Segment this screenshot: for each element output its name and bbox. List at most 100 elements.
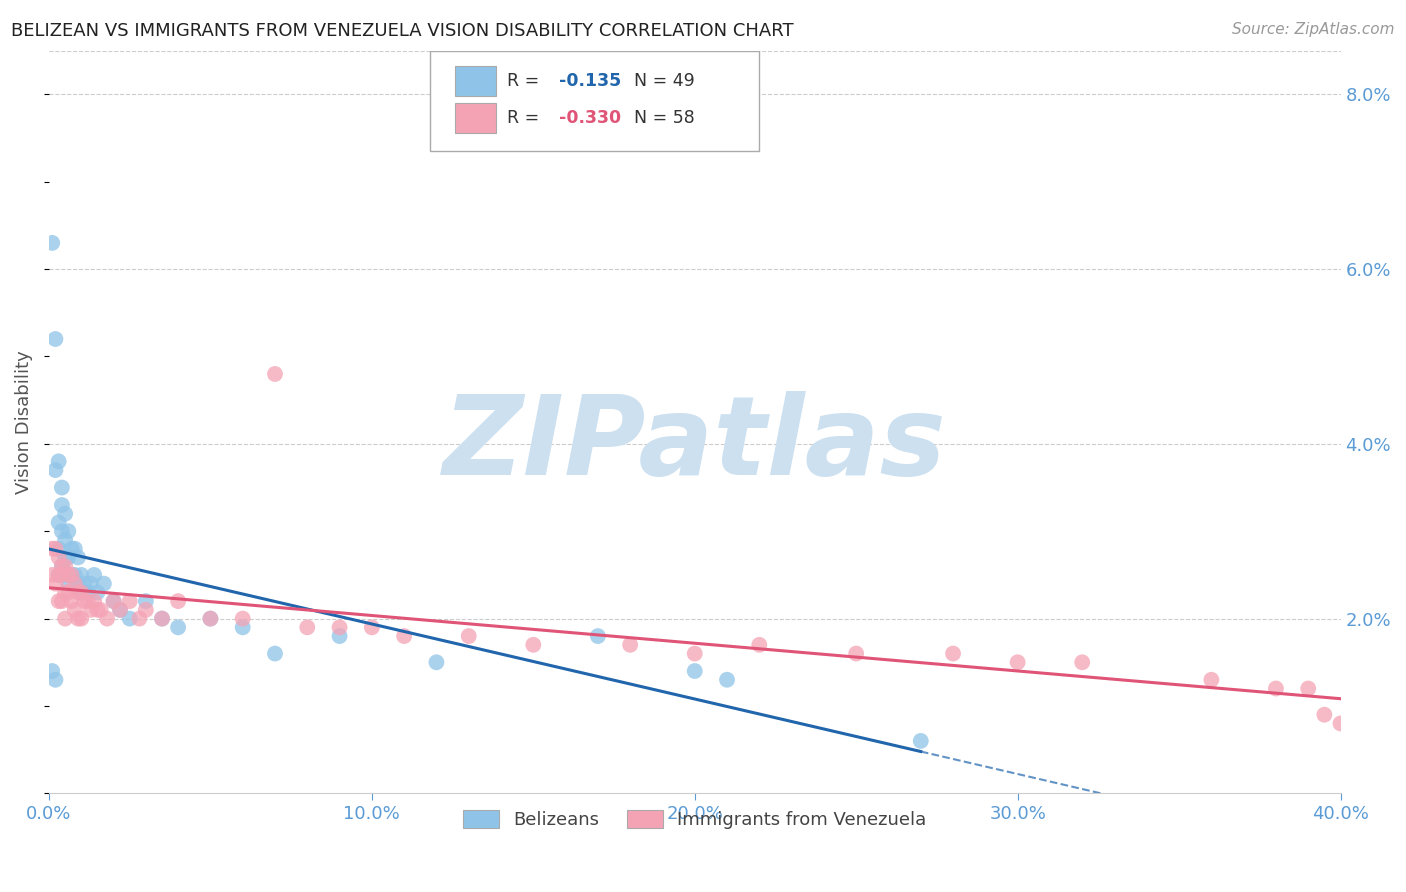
Point	[103, 594, 125, 608]
Point	[48, 454, 70, 468]
Point	[44, 673, 66, 687]
Point	[96, 612, 118, 626]
Point	[53, 612, 76, 626]
Point	[128, 612, 150, 626]
Point	[103, 594, 125, 608]
Point	[66, 550, 89, 565]
Point	[48, 516, 70, 530]
Point	[73, 594, 96, 608]
Point	[232, 620, 254, 634]
Point	[73, 576, 96, 591]
Point	[51, 498, 73, 512]
Point	[264, 367, 287, 381]
Point	[76, 585, 98, 599]
Point	[60, 568, 83, 582]
Point	[51, 559, 73, 574]
Point	[48, 550, 70, 565]
Point	[51, 594, 73, 608]
Point	[329, 620, 352, 634]
Point	[63, 568, 86, 582]
Point	[53, 585, 76, 599]
Point	[70, 612, 93, 626]
Point	[329, 629, 352, 643]
Point	[41, 568, 63, 582]
Point	[1329, 716, 1351, 731]
Y-axis label: Vision Disability: Vision Disability	[15, 351, 32, 494]
Point	[83, 594, 105, 608]
Point	[200, 612, 222, 626]
Point	[44, 576, 66, 591]
Point	[118, 612, 141, 626]
Point	[70, 568, 93, 582]
Point	[63, 541, 86, 556]
FancyBboxPatch shape	[454, 66, 496, 96]
Point	[167, 594, 190, 608]
Text: -0.330: -0.330	[560, 109, 621, 128]
Text: N = 49: N = 49	[634, 72, 695, 90]
Point	[1264, 681, 1286, 696]
Point	[93, 576, 115, 591]
Point	[135, 594, 157, 608]
Point	[53, 568, 76, 582]
Point	[1313, 707, 1336, 722]
Point	[108, 603, 131, 617]
Point	[60, 568, 83, 582]
Point	[70, 585, 93, 599]
FancyBboxPatch shape	[454, 103, 496, 133]
Text: R =: R =	[508, 72, 546, 90]
Point	[48, 568, 70, 582]
Point	[522, 638, 544, 652]
Point	[80, 576, 103, 591]
Text: Source: ZipAtlas.com: Source: ZipAtlas.com	[1232, 22, 1395, 37]
Point	[942, 647, 965, 661]
Point	[63, 603, 86, 617]
Point	[53, 559, 76, 574]
Point	[297, 620, 319, 634]
Point	[44, 463, 66, 477]
Text: N = 58: N = 58	[634, 109, 695, 128]
Point	[58, 550, 80, 565]
Point	[1201, 673, 1223, 687]
Text: R =: R =	[508, 109, 546, 128]
Point	[41, 541, 63, 556]
Point	[425, 655, 447, 669]
Point	[167, 620, 190, 634]
Point	[90, 603, 112, 617]
Text: -0.135: -0.135	[560, 72, 621, 90]
Point	[683, 647, 706, 661]
Point	[60, 594, 83, 608]
Point	[1296, 681, 1319, 696]
Point	[41, 235, 63, 250]
Point	[748, 638, 770, 652]
Point	[86, 603, 108, 617]
Point	[51, 524, 73, 539]
Point	[48, 568, 70, 582]
Point	[44, 332, 66, 346]
Point	[51, 559, 73, 574]
Point	[232, 612, 254, 626]
Point	[60, 541, 83, 556]
Point	[58, 576, 80, 591]
Point	[200, 612, 222, 626]
Point	[1071, 655, 1094, 669]
Point	[716, 673, 738, 687]
Point	[66, 612, 89, 626]
Point	[457, 629, 479, 643]
Point	[619, 638, 641, 652]
Point	[392, 629, 415, 643]
Point	[41, 664, 63, 678]
Point	[1007, 655, 1029, 669]
Point	[51, 481, 73, 495]
Point	[44, 541, 66, 556]
Point	[48, 541, 70, 556]
Point	[86, 585, 108, 599]
Point	[53, 533, 76, 547]
Point	[360, 620, 382, 634]
Point	[910, 734, 932, 748]
Point	[70, 585, 93, 599]
Point	[66, 585, 89, 599]
Point	[48, 594, 70, 608]
Point	[150, 612, 173, 626]
Point	[76, 594, 98, 608]
Point	[150, 612, 173, 626]
